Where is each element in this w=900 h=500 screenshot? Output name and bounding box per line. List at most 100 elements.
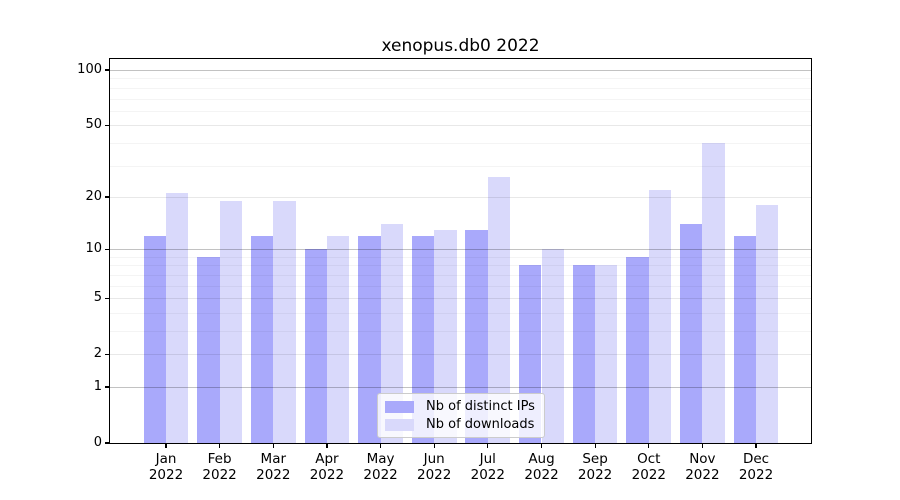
bar-nb-of-downloads-mar <box>273 200 296 443</box>
y-tick-mark-0 <box>104 442 110 444</box>
y-gridline-70 <box>110 98 811 100</box>
x-tick-year: 2022 <box>738 467 774 483</box>
legend-row-distinct-ips: Nb of distinct IPs <box>385 399 537 414</box>
x-tick-label-oct: Oct 2022 <box>614 451 684 483</box>
bar-nb-of-distinct-ips-jul <box>465 229 488 443</box>
y-tick-label-10: 10 <box>85 241 102 257</box>
y-tick-mark-50 <box>104 124 110 126</box>
x-tick-label-jul: Jul 2022 <box>453 451 523 483</box>
y-gridline-30 <box>110 165 811 167</box>
grid-layer <box>110 59 811 443</box>
y-gridline-5 <box>110 298 811 300</box>
bar-nb-of-downloads-feb <box>219 200 242 443</box>
y-gridline-20 <box>110 196 811 198</box>
bar-nb-of-downloads-dec <box>756 205 779 443</box>
x-tick-year: 2022 <box>148 467 184 483</box>
x-tick-mark-jun <box>433 443 435 448</box>
x-tick-mark-jul <box>487 443 489 448</box>
x-tick-year: 2022 <box>524 467 559 483</box>
x-tick-month: Jul <box>479 451 496 467</box>
bar-nb-of-distinct-ips-dec <box>733 235 756 443</box>
bar-nb-of-downloads-sep <box>595 265 618 443</box>
x-tick-year: 2022 <box>631 467 666 483</box>
y-tick-mark-5 <box>104 297 110 299</box>
x-tick-month: Apr <box>315 451 339 467</box>
x-tick-mark-feb <box>219 443 221 448</box>
x-tick-label-jun: Jun 2022 <box>399 451 469 483</box>
x-tick-year: 2022 <box>202 467 237 483</box>
bar-nb-of-distinct-ips-mar <box>250 235 274 443</box>
x-tick-year: 2022 <box>256 467 291 483</box>
legend-swatch-downloads <box>385 418 414 431</box>
x-tick-month: Feb <box>207 451 232 467</box>
y-tick-label-5: 5 <box>93 290 102 306</box>
legend-label-distinct-ips: Nb of distinct IPs <box>426 399 535 414</box>
y-gridline-6 <box>110 285 811 287</box>
x-tick-month: Nov <box>689 451 716 467</box>
legend: Nb of distinct IPs Nb of downloads <box>377 393 545 438</box>
x-tick-month: Sep <box>582 451 608 467</box>
x-tick-month: Mar <box>260 451 287 467</box>
y-tick-mark-10 <box>104 248 110 250</box>
bar-nb-of-distinct-ips-may <box>358 235 381 443</box>
bar-nb-of-downloads-apr <box>326 235 350 443</box>
x-tick-year: 2022 <box>685 467 720 483</box>
bar-nb-of-downloads-oct <box>648 189 672 443</box>
y-gridline-2 <box>110 354 811 356</box>
bar-nb-of-distinct-ips-apr <box>304 249 327 443</box>
plot-area: Nb of distinct IPs Nb of downloads <box>109 58 812 444</box>
x-tick-month: May <box>366 451 395 467</box>
x-tick-label-jan: Jan 2022 <box>131 451 201 483</box>
x-tick-year: 2022 <box>577 467 613 483</box>
bar-nb-of-distinct-ips-feb <box>197 256 220 443</box>
y-gridline-9 <box>110 256 811 258</box>
y-gridline-90 <box>110 78 811 80</box>
x-tick-mark-dec <box>755 443 757 448</box>
chart-title: xenopus.db0 2022 <box>381 36 540 56</box>
x-tick-label-feb: Feb 2022 <box>185 451 255 483</box>
y-gridline-80 <box>110 87 811 89</box>
x-tick-month: Oct <box>637 451 661 467</box>
y-gridline-40 <box>110 142 811 144</box>
x-tick-mark-oct <box>648 443 650 448</box>
y-gridline-10 <box>110 249 811 251</box>
x-tick-label-may: May 2022 <box>346 451 416 483</box>
x-tick-year: 2022 <box>309 467 345 483</box>
y-tick-label-50: 50 <box>85 117 102 133</box>
x-tick-mark-aug <box>540 443 543 448</box>
bar-nb-of-distinct-ips-sep <box>572 265 596 443</box>
y-tick-label-1: 1 <box>93 379 102 394</box>
y-tick-mark-1 <box>104 386 110 388</box>
bar-nb-of-distinct-ips-oct <box>626 256 649 443</box>
y-tick-label-20: 20 <box>85 188 102 204</box>
y-tick-label-2: 2 <box>93 346 102 362</box>
x-tick-mark-jan <box>165 443 167 448</box>
legend-row-downloads: Nb of downloads <box>385 417 537 432</box>
x-tick-year: 2022 <box>470 467 505 483</box>
x-tick-month: Aug <box>528 451 555 467</box>
y-gridline-50 <box>110 125 811 127</box>
bar-nb-of-downloads-jul <box>487 176 511 443</box>
y-tick-label-100: 100 <box>77 62 102 77</box>
x-tick-year: 2022 <box>417 467 452 483</box>
y-tick-mark-20 <box>104 196 110 198</box>
bar-nb-of-distinct-ips-jun <box>411 235 435 443</box>
x-tick-month: Jan <box>155 451 177 467</box>
x-tick-mark-nov <box>701 443 704 448</box>
y-gridline-7 <box>110 274 811 276</box>
x-tick-month: Jun <box>423 451 445 467</box>
bar-nb-of-downloads-may <box>380 224 403 443</box>
bar-nb-of-downloads-aug <box>541 249 564 443</box>
legend-label-downloads: Nb of downloads <box>426 417 535 432</box>
y-gridline-3 <box>110 331 811 332</box>
x-tick-mark-mar <box>272 443 274 448</box>
x-tick-label-mar: Mar 2022 <box>238 451 308 483</box>
y-tick-mark-100 <box>104 69 110 71</box>
y-gridline-1 <box>110 387 811 388</box>
bar-nb-of-distinct-ips-jan <box>143 235 166 443</box>
x-tick-label-aug: Aug 2022 <box>507 451 577 483</box>
bar-nb-of-downloads-jun <box>434 229 457 443</box>
x-tick-mark-sep <box>594 443 596 448</box>
x-tick-month: Dec <box>742 451 770 467</box>
x-tick-label-dec: Dec 2022 <box>721 451 791 483</box>
